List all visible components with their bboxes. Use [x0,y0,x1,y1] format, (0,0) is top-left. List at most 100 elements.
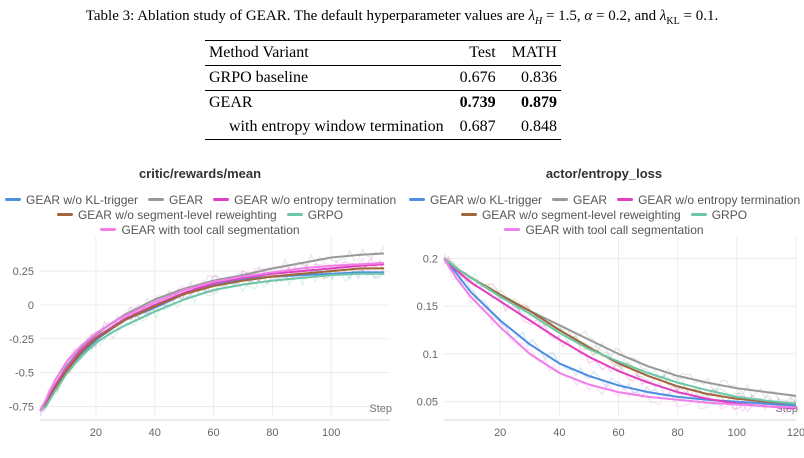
legend-label: GEAR [169,192,204,207]
entropy-chart: actor/entropy_loss GEAR w/o KL-trigger GE… [404,166,804,450]
rewards-chart: critic/rewards/mean GEAR w/o KL-trigger G… [0,166,400,450]
row-test: 0.676 [447,65,500,91]
x-tick-label: 40 [553,427,565,439]
legend-label: GEAR w/o KL-trigger [26,192,139,207]
alpha-value: 0.2 [608,8,627,24]
x-tick-label: 60 [612,427,624,439]
legend-item: GEAR w/o entropy termination [617,193,800,207]
legend-item: GEAR w/o entropy termination [213,193,396,207]
legend-row: GEAR with tool call segmentation [0,220,400,237]
legend-swatch [617,198,634,201]
x-tick-label: 80 [266,427,278,439]
table-header-row: Method Variant Test MATH [205,40,561,66]
series-line [443,257,797,410]
legend-swatch [460,213,477,216]
series-line [443,257,797,405]
legend-label: GEAR [573,192,608,207]
series-line [39,272,385,412]
legend-item: GEAR [148,193,203,207]
y-tick-label: 0.1 [423,349,438,361]
ablation-table: Method Variant Test MATH GRPO baseline 0… [205,40,561,140]
legend-item: GEAR w/o segment-level reweighting [56,207,277,222]
x-tick-label: 20 [494,427,506,439]
legend-item: GEAR w/o segment-level reweighting [460,207,681,222]
series-raw-line [443,257,797,411]
series-line [39,267,385,412]
header-test: Test [447,40,500,66]
legend-swatch [100,228,117,231]
legend-item: GEAR w/o KL-trigger [5,193,138,207]
x-axis-label: Step [369,403,392,415]
lambda-kl-value: 0.1 [695,8,715,24]
legend-label: GEAR w/o entropy termination [234,192,397,207]
chart-legend: GEAR w/o KL-trigger GEAR GEAR w/o entropy … [404,190,804,237]
series-line [443,257,797,407]
y-tick-label: -0.25 [9,334,34,346]
legend-swatch [409,198,425,201]
x-tick-label: 60 [207,427,219,439]
legend-label: GRPO [711,207,748,222]
legend-item: GEAR [552,193,607,207]
lambda-h-value: 1.5 [558,8,577,24]
series-line [39,252,385,412]
y-tick-label: -0.75 [9,402,34,414]
series-raw-line [443,259,797,402]
y-tick-label: 0.05 [417,397,438,409]
series-line [443,257,797,409]
legend-swatch [286,213,303,216]
x-tick-label: 80 [672,427,684,439]
legend-item: GEAR with tool call segmentation [504,222,704,237]
legend-swatch [690,213,707,216]
legend-label: GEAR w/o KL-trigger [430,192,543,207]
x-tick-label: 120 [787,427,804,439]
series-line [443,257,797,405]
y-tick-label: 0 [28,300,34,312]
y-tick-label: 0.25 [13,266,34,278]
header-method: Method Variant [205,40,448,66]
table-row: with entropy window termination 0.687 0.… [205,115,561,140]
legend-row: GEAR w/o KL-trigger GEAR GEAR w/o entropy … [404,190,804,207]
legend-swatch [5,198,21,201]
legend-label: GEAR with tool call segmentation [525,222,704,237]
legend-swatch [504,228,521,231]
chart-legend: GEAR w/o KL-trigger GEAR GEAR w/o entropy … [0,190,400,237]
row-math: 0.836 [499,65,561,91]
row-name: GRPO baseline [205,65,448,91]
x-tick-label: 40 [149,427,161,439]
y-tick-label: -0.5 [15,368,34,380]
table-row: GRPO baseline 0.676 0.836 [205,65,561,91]
legend-label: GEAR with tool call segmentation [121,222,300,237]
x-tick-label: 100 [322,427,340,439]
legend-item: GEAR with tool call segmentation [100,222,300,237]
row-math: 0.848 [499,115,561,140]
row-test: 0.739 [447,90,500,115]
rewards-plot: 0.25 0 -0.25 -0.5 -0.75 20 40 60 80 100 Step [9,236,392,439]
row-name: with entropy window termination [205,115,448,140]
row-test: 0.687 [447,115,500,140]
header-math: MATH [499,40,561,66]
legend-row: GEAR with tool call segmentation [404,220,804,237]
legend-swatch [56,213,73,216]
y-tick-label: 0.15 [417,301,438,313]
legend-item: GRPO [690,207,748,222]
legend-label: GEAR w/o segment-level reweighting [77,207,277,222]
legend-item: GEAR w/o KL-trigger [409,193,542,207]
table-caption: Table 3: Ablation study of GEAR. The def… [85,8,719,27]
legend-label: GRPO [307,207,344,222]
row-name: GEAR [205,90,448,115]
legend-row: GEAR w/o segment-level reweighting GRPO [0,205,400,222]
y-tick-label: 0.2 [423,253,438,265]
legend-label: GEAR w/o segment-level reweighting [481,207,681,222]
series-raw-line [443,255,797,415]
table-row: GEAR 0.739 0.879 [205,90,561,115]
legend-label: GEAR w/o entropy termination [638,192,801,207]
chart-title: actor/entropy_loss [545,166,663,181]
chart-title: critic/rewards/mean [138,166,262,181]
series-line [39,262,385,412]
legend-row: GEAR w/o KL-trigger GEAR GEAR w/o entropy … [0,190,400,207]
x-tick-label: 100 [728,427,746,439]
x-tick-label: 20 [90,427,102,439]
series-line [39,263,385,412]
legend-item: GRPO [286,207,344,222]
